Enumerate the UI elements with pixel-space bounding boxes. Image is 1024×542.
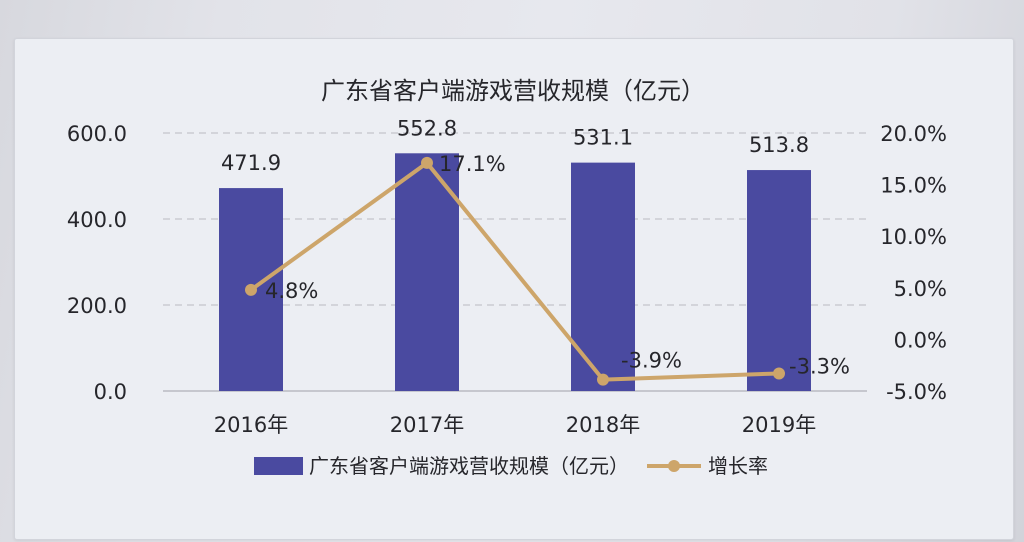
chart: 广东省客户端游戏营收规模（亿元） 0.0 200.0 400.0 600.0 -5.0… xyxy=(67,77,947,478)
legend-label-growth: 增长率 xyxy=(708,454,768,478)
growth-value-label: -3.9% xyxy=(621,349,682,373)
x-tick-label: 2018年 xyxy=(566,413,640,437)
legend: 广东省客户端游戏营收规模（亿元） 增长率 xyxy=(254,454,768,478)
growth-value-label: 4.8% xyxy=(265,279,318,303)
bar-value-label: 552.8 xyxy=(397,116,457,140)
y-right-tick-label: 5.0% xyxy=(894,277,947,301)
y-right-tick-label: -5.0% xyxy=(886,380,947,404)
y-right-tick-label: 10.0% xyxy=(880,225,947,249)
chart-title: 广东省客户端游戏营收规模（亿元） xyxy=(321,77,705,105)
bar-series: 471.9 552.8 531.1 513.8 xyxy=(219,116,811,391)
y-axis-left: 0.0 200.0 400.0 600.0 xyxy=(67,122,127,404)
x-axis: 2016年 2017年 2018年 2019年 xyxy=(214,413,816,437)
y-left-tick-label: 400.0 xyxy=(67,208,127,232)
bar-value-label: 531.1 xyxy=(573,126,633,150)
y-axis-right: -5.0% 0.0% 5.0% 10.0% 15.0% 20.0% xyxy=(880,122,947,404)
growth-line xyxy=(249,160,780,382)
growth-value-label: 17.1% xyxy=(439,152,506,176)
bar xyxy=(395,153,459,391)
growth-point xyxy=(245,283,257,296)
growth-point xyxy=(773,367,785,380)
y-left-tick-label: 0.0 xyxy=(94,380,127,404)
legend-swatch-growth-marker xyxy=(668,460,680,472)
growth-value-label: -3.3% xyxy=(789,354,850,378)
growth-line-series: 4.8% 17.1% -3.9% -3.3% xyxy=(245,152,850,386)
y-right-tick-label: 15.0% xyxy=(880,174,947,198)
legend-label-revenue: 广东省客户端游戏营收规模（亿元） xyxy=(309,454,629,478)
x-tick-label: 2016年 xyxy=(214,413,288,437)
bar-value-label: 513.8 xyxy=(749,133,809,157)
y-left-tick-label: 200.0 xyxy=(67,294,127,318)
legend-swatch-revenue xyxy=(254,457,303,475)
bar xyxy=(747,170,811,391)
y-right-tick-label: 0.0% xyxy=(894,328,947,352)
x-tick-label: 2017年 xyxy=(390,413,464,437)
growth-point xyxy=(421,156,433,169)
chart-card: 广东省客户端游戏营收规模（亿元） 0.0 200.0 400.0 600.0 -5.0… xyxy=(14,38,1014,540)
x-tick-label: 2019年 xyxy=(742,413,816,437)
y-right-tick-label: 20.0% xyxy=(880,122,947,146)
growth-point xyxy=(597,373,609,386)
bar-value-label: 471.9 xyxy=(221,151,281,175)
y-left-tick-label: 600.0 xyxy=(67,122,127,146)
